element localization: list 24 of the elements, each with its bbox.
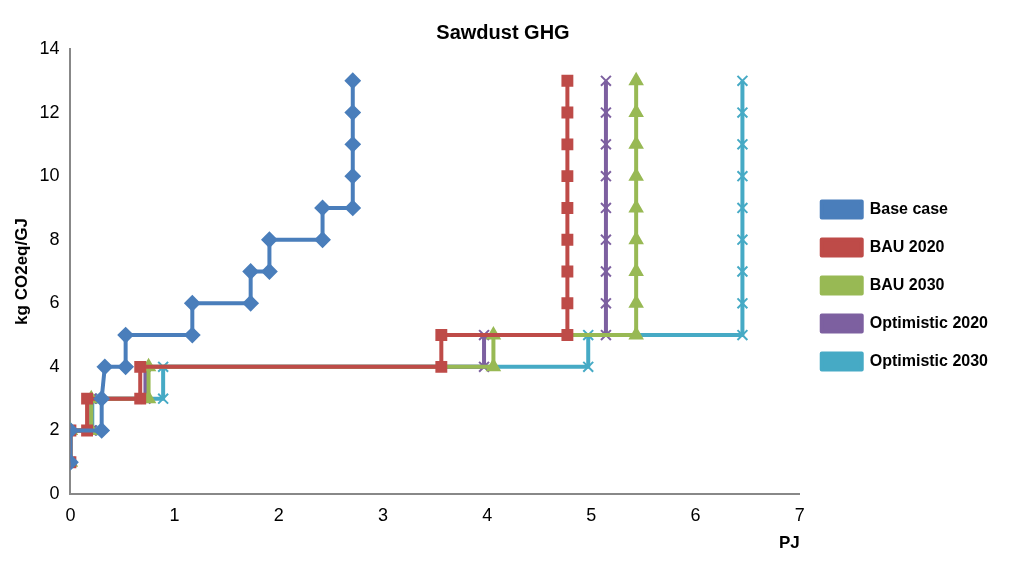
x-tick-label: 2 (273, 504, 284, 525)
y-tick-label: 10 (39, 165, 60, 186)
y-tick-label: 12 (39, 101, 60, 122)
x-axis-title: PJ (778, 533, 800, 553)
legend-label: BAU 2030 (869, 275, 945, 293)
y-tick-label: 2 (49, 419, 60, 440)
y-axis-title: kg CO2eq/GJ (11, 218, 31, 325)
legend-label: Optimistic 2030 (869, 351, 989, 369)
x-tick-label: 5 (586, 504, 597, 525)
x-tick-label: 1 (169, 504, 180, 525)
x-tick-label: 3 (377, 504, 388, 525)
x-tick-label: 0 (65, 504, 76, 525)
x-tick-label: 4 (482, 504, 493, 525)
y-tick-label: 14 (39, 37, 60, 58)
x-tick-label: 6 (690, 504, 701, 525)
y-tick-label: 6 (49, 292, 60, 313)
legend-label: BAU 2020 (869, 237, 945, 255)
legend-label: Optimistic 2020 (869, 313, 989, 331)
y-tick-label: 4 (49, 355, 60, 376)
legend-label: Base case (869, 199, 949, 217)
x-tick-label: 7 (794, 504, 805, 525)
y-tick-label: 8 (49, 228, 60, 249)
chart-title: Sawdust GHG (436, 20, 570, 43)
y-tick-label: 0 (49, 482, 60, 503)
